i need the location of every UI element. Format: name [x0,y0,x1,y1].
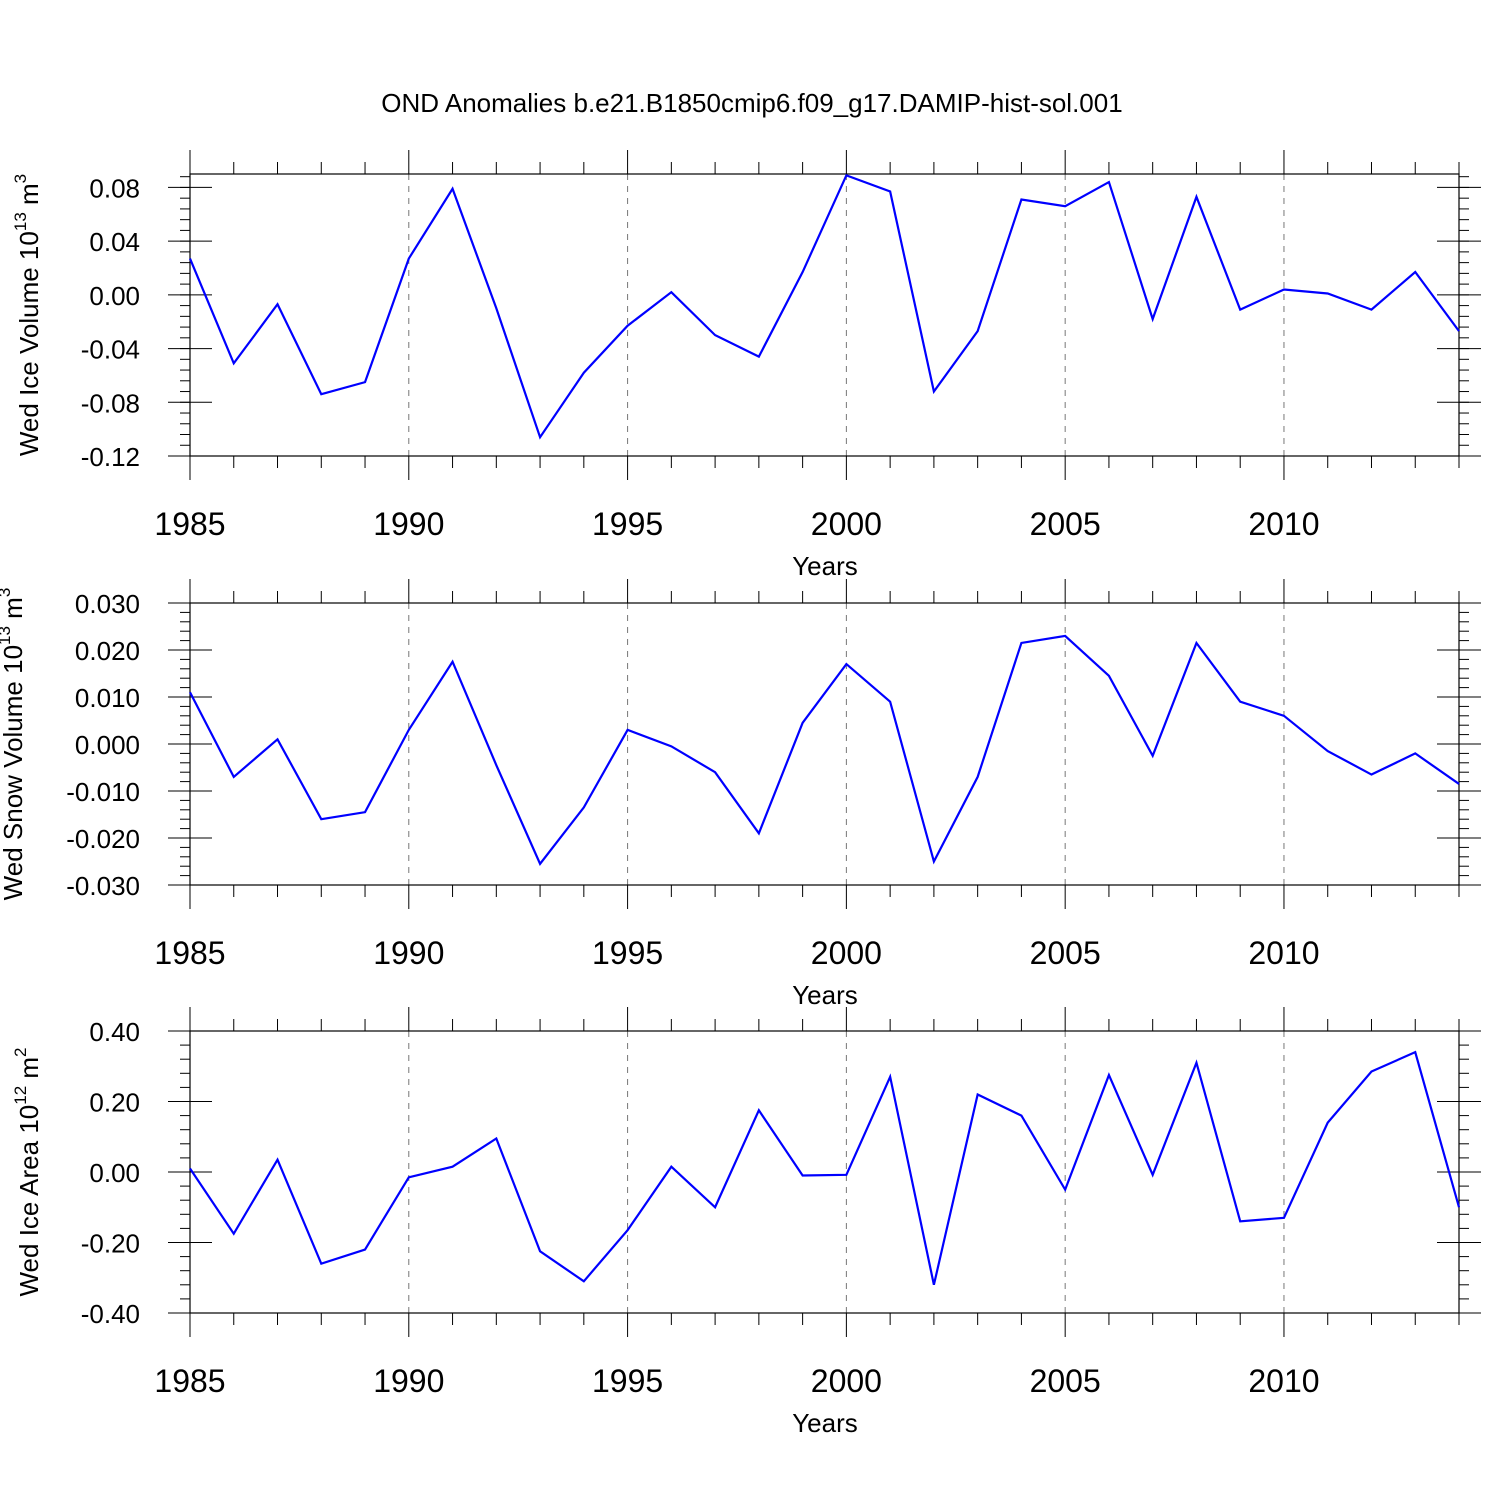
x-tick-label: 2005 [1030,1363,1101,1399]
y-tick-label: 0.08 [89,173,140,203]
chart-panels: -0.12 -0.08 -0.04 0.00 0.04 0.08 1985 1990 1995 2… [0,150,1481,1438]
y-tick-label: 0.030 [75,589,140,619]
series-line [188,173,1460,440]
y-tick-label: -0.20 [81,1229,140,1259]
y-tick-label: 0.020 [75,636,140,666]
x-tick-label: 2010 [1248,506,1319,542]
y-axis-label-unit: m [14,1057,44,1086]
y-tick-label: -0.08 [81,388,140,418]
plot-frame [189,602,1460,886]
y-tick-label: 0.00 [89,1158,140,1188]
x-tick-label: 1985 [154,506,225,542]
x-tick-label: 2010 [1248,935,1319,971]
x-tick-label: 2010 [1248,1363,1319,1399]
y-tick-label: 0.000 [75,730,140,760]
x-axis-label: Years [792,980,858,1010]
y-axis-label-unit-exponent: 2 [11,1047,30,1056]
x-tick-label: 1985 [154,1363,225,1399]
y-axis-label-unit-exponent: 3 [0,588,14,597]
y-tick-label: 0.00 [89,281,140,311]
y-tick-label: -0.40 [81,1299,140,1329]
y-axis-label-exponent: 12 [11,1086,30,1105]
y-axis-label-unit: m [14,183,44,212]
y-tick-label: -0.04 [81,335,140,365]
y-tick-label: -0.020 [66,824,140,854]
y-tick-label: -0.010 [66,777,140,807]
y-axis-label-text: Wed Snow Volume 10 [0,645,28,900]
x-axis-label: Years [792,551,858,581]
y-tick-label: 0.20 [89,1088,140,1118]
x-tick-label: 1995 [592,506,663,542]
y-axis-label: Wed Snow Volume 1013 m3 [0,588,28,901]
y-axis-label-unit-exponent: 3 [11,174,30,183]
plot-frame [189,1030,1460,1314]
chart-panel-3: -0.40 -0.20 0.00 0.20 0.40 1985 1990 1995 2000 20… [11,1007,1481,1438]
y-axis-label-exponent: 13 [11,212,30,231]
x-tick-label: 1985 [154,935,225,971]
y-axis-label-exponent: 13 [0,626,14,645]
y-axis-label-text: Wed Ice Volume 10 [14,231,44,456]
y-tick-label: -0.12 [81,442,140,472]
x-tick-label: 2000 [811,935,882,971]
x-tick-label: 1990 [373,1363,444,1399]
y-tick-label: 0.04 [89,227,140,257]
plot-frame [189,173,1460,457]
series-line [189,1050,1461,1286]
series-line [189,634,1460,866]
y-tick-label: -0.030 [66,871,140,901]
y-axis-label-unit: m [0,597,28,626]
chart-panel-1: -0.12 -0.08 -0.04 0.00 0.04 0.08 1985 1990 1995 2… [11,150,1481,581]
x-tick-label: 1990 [373,506,444,542]
x-axis-label: Years [792,1408,858,1438]
y-tick-label: 0.010 [75,683,140,713]
x-tick-label: 2000 [811,506,882,542]
x-tick-label: 1995 [592,935,663,971]
figure-title: OND Anomalies b.e21.B1850cmip6.f09_g17.D… [381,88,1122,118]
x-tick-label: 1990 [373,935,444,971]
x-tick-label: 1995 [592,1363,663,1399]
y-tick-label: 0.40 [89,1017,140,1047]
x-tick-label: 2000 [811,1363,882,1399]
y-axis-label-text: Wed Ice Area 10 [14,1105,44,1297]
y-axis-label: Wed Ice Volume 1013 m3 [11,174,44,456]
chart-panel-2: -0.030 -0.020 -0.010 0.000 0.010 0.020 0.030 19… [0,579,1481,1010]
x-tick-label: 2005 [1030,935,1101,971]
x-tick-label: 2005 [1030,506,1101,542]
y-axis-label: Wed Ice Area 1012 m2 [11,1047,44,1296]
